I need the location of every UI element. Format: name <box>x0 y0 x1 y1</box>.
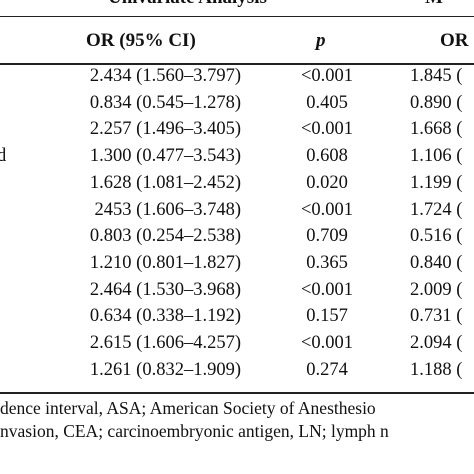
or-95ci-cell: 0.834 (0.545–1.278) <box>89 92 241 113</box>
table-row: 0.634 (0.338–1.192) 0.157 0.731 ( <box>0 306 474 330</box>
table-row: 1.210 (0.801–1.827) 0.365 0.840 ( <box>0 253 474 277</box>
table-row: 2.464 (1.530–3.968) <0.001 2.009 ( <box>0 280 474 304</box>
or-95ci-cell: 1.261 (0.832–1.909) <box>89 359 241 380</box>
p-value-cell: <0.001 <box>300 333 354 353</box>
or-multivariate-cell: 1.199 ( <box>410 172 463 193</box>
or-95ci-cell: 1.628 (1.081–2.452) <box>89 172 241 193</box>
row-label-fragment: d <box>0 146 7 167</box>
or-95ci-cell: 2.434 (1.560–3.797) <box>89 66 241 86</box>
or-multivariate-cell: 0.840 ( <box>410 252 463 273</box>
p-value-cell: 0.608 <box>306 146 348 167</box>
or-95ci-cell: 2.257 (1.496–3.405) <box>89 119 241 140</box>
group-header-rule <box>0 16 474 17</box>
table-row: 2453 (1.606–3.748) <0.001 1.724 ( <box>0 200 474 224</box>
table-row: 1.628 (1.081–2.452) 0.020 1.199 ( <box>0 173 474 197</box>
p-value-cell: <0.001 <box>300 199 354 220</box>
p-value-cell: 0.020 <box>306 172 348 193</box>
or-95ci-cell: 1.300 (0.477–3.543) <box>89 146 241 167</box>
p-value-cell: <0.001 <box>300 279 354 300</box>
table-row: 1.261 (0.832–1.909) 0.274 1.188 ( <box>0 360 474 384</box>
or-multivariate-cell: 2.009 ( <box>410 279 463 300</box>
or-multivariate-cell: 0.731 ( <box>410 306 463 327</box>
or-multivariate-cell: 0.516 ( <box>410 226 463 247</box>
or-multivariate-cell: 0.890 ( <box>410 92 463 113</box>
or-multivariate-cell: 1.106 ( <box>410 146 463 167</box>
or-95ci-cell: 0.803 (0.254–2.538) <box>89 226 241 247</box>
clipped-group-header-row: Univariate Analysis M <box>0 0 474 9</box>
table-row: 2.615 (1.606–4.257) <0.001 2.094 ( <box>0 333 474 357</box>
table-row: 0.803 (0.254–2.538) 0.709 0.516 ( <box>0 226 474 250</box>
column-header-or-95ci: OR (95% CI) <box>86 30 196 51</box>
p-value-cell: 0.709 <box>306 226 348 247</box>
table-row: d 1.300 (0.477–3.543) 0.608 1.106 ( <box>0 146 474 170</box>
or-95ci-cell: 2453 (1.606–3.748) <box>94 199 241 220</box>
univariate-analysis-heading: Univariate Analysis <box>108 0 267 9</box>
footnote-line-1: dence interval, ASA; American Society of… <box>0 398 376 418</box>
or-95ci-cell: 2.615 (1.606–4.257) <box>89 333 241 353</box>
table-row: 2.257 (1.496–3.405) <0.001 1.668 ( <box>0 119 474 143</box>
header-bottom-rule <box>0 63 474 65</box>
table-bottom-rule <box>0 392 474 394</box>
table-row: 2.434 (1.560–3.797) <0.001 1.845 ( <box>0 66 474 90</box>
column-header-p: p <box>316 30 326 51</box>
multivariate-analysis-heading: M <box>425 0 443 9</box>
or-multivariate-cell: 1.668 ( <box>410 119 463 140</box>
p-value-cell: 0.365 <box>306 252 348 273</box>
or-multivariate-cell: 1.724 ( <box>410 199 463 220</box>
or-95ci-cell: 1.210 (0.801–1.827) <box>89 252 241 273</box>
or-multivariate-cell: 1.188 ( <box>410 359 463 380</box>
or-multivariate-cell: 2.094 ( <box>410 333 463 353</box>
p-value-cell: 0.405 <box>306 92 348 113</box>
table-row: 0.834 (0.545–1.278) 0.405 0.890 ( <box>0 93 474 117</box>
p-value-cell: 0.157 <box>306 306 348 327</box>
column-header-or-multivariate: OR ( <box>440 30 474 51</box>
p-value-cell: <0.001 <box>300 66 354 86</box>
or-95ci-cell: 2.464 (1.530–3.968) <box>89 279 241 300</box>
or-95ci-cell: 0.634 (0.338–1.192) <box>89 306 241 327</box>
or-multivariate-cell: 1.845 ( <box>410 66 463 86</box>
footnote-line-2: nvasion, CEA; carcinoembryonic antigen, … <box>0 421 389 441</box>
p-value-cell: <0.001 <box>300 119 354 140</box>
p-value-cell: 0.274 <box>306 359 348 380</box>
